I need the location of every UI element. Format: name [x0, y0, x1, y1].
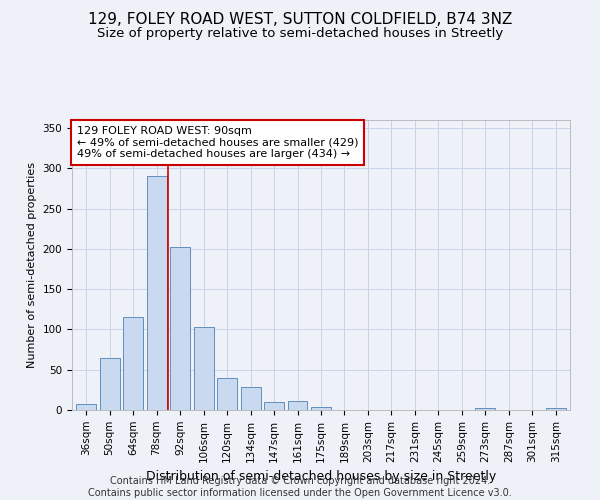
Text: Contains HM Land Registry data © Crown copyright and database right 2024.
Contai: Contains HM Land Registry data © Crown c…: [88, 476, 512, 498]
Text: 129 FOLEY ROAD WEST: 90sqm
← 49% of semi-detached houses are smaller (429)
49% o: 129 FOLEY ROAD WEST: 90sqm ← 49% of semi…: [77, 126, 358, 159]
Bar: [76, 404, 96, 410]
Bar: [546, 408, 566, 410]
Bar: [194, 327, 214, 410]
Bar: [475, 408, 496, 410]
Bar: [264, 402, 284, 410]
X-axis label: Distribution of semi-detached houses by size in Streetly: Distribution of semi-detached houses by …: [146, 470, 496, 483]
Bar: [311, 407, 331, 410]
Text: Size of property relative to semi-detached houses in Streetly: Size of property relative to semi-detach…: [97, 28, 503, 40]
Bar: [217, 378, 237, 410]
Bar: [287, 401, 307, 410]
Bar: [146, 176, 167, 410]
Bar: [123, 318, 143, 410]
Bar: [100, 358, 119, 410]
Y-axis label: Number of semi-detached properties: Number of semi-detached properties: [27, 162, 37, 368]
Bar: [170, 248, 190, 410]
Text: 129, FOLEY ROAD WEST, SUTTON COLDFIELD, B74 3NZ: 129, FOLEY ROAD WEST, SUTTON COLDFIELD, …: [88, 12, 512, 28]
Bar: [241, 388, 260, 410]
